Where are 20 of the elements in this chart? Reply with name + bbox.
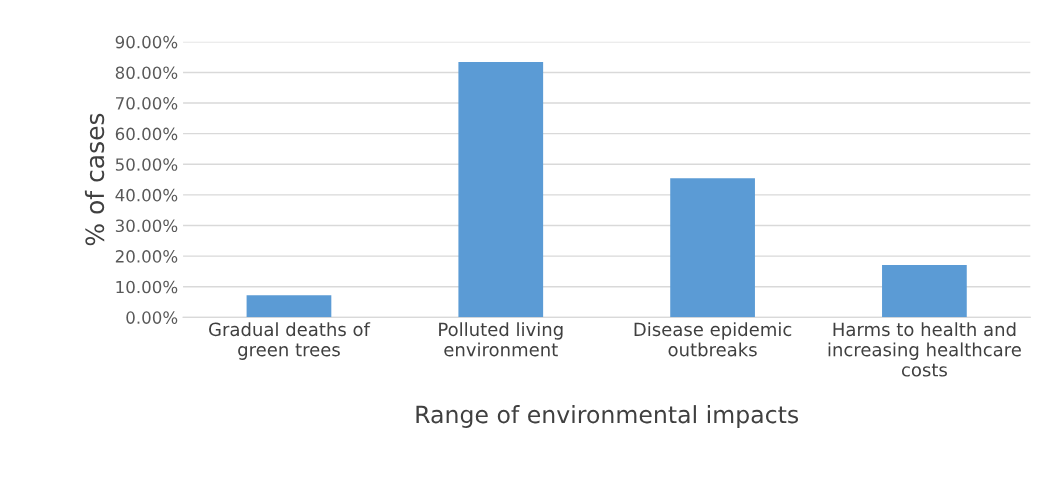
y-tick-label: 80.00% [115, 66, 178, 79]
bar [458, 62, 544, 318]
y-tick-label: 40.00% [115, 188, 178, 202]
bar [246, 295, 332, 318]
bar [670, 178, 755, 318]
bar [882, 264, 967, 318]
x-tick-label: Disease epidemic outbreaks [634, 322, 792, 357]
y-tick-label: 30.00% [115, 219, 178, 233]
y-tick-label: 0.00% [126, 311, 178, 324]
x-tick-label: Polluted living environment [439, 322, 563, 357]
x-tick-label: Gradual deaths of green trees [209, 322, 371, 360]
y-axis-title: % of cases [84, 113, 105, 246]
y-tick-label: 90.00% [115, 35, 178, 49]
y-tick-label: 20.00% [115, 250, 178, 263]
x-axis-title: Range of environmental impacts [416, 405, 799, 428]
x-tick-label: Harms to health and increasing healthcare costs [828, 322, 1021, 377]
y-tick-label: 10.00% [116, 280, 178, 294]
y-tick-label: 70.00% [116, 97, 178, 110]
y-tick-label: 60.00% [115, 127, 178, 141]
y-tick-label: 50.00% [115, 158, 178, 171]
